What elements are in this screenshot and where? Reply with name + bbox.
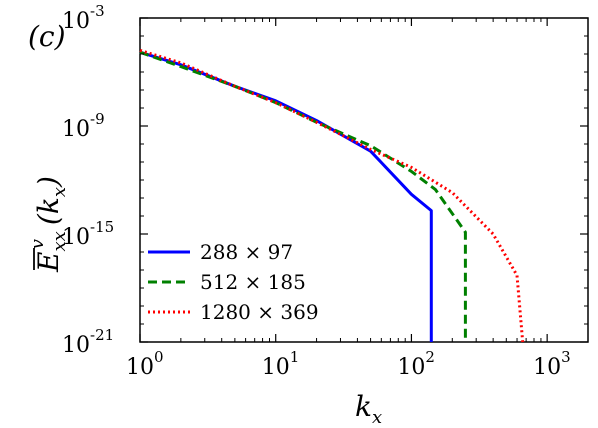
x-tick-label-exp-0: 0 [154,348,164,366]
series-line-2 [139,48,525,343]
y-tick-label-0: 10-21 [62,326,114,358]
series-layer [139,48,525,343]
x-tick-label-base-1: 10 [262,355,290,380]
y-tick-label-base-0: 10 [62,333,90,358]
x-tick-label-base-0: 10 [126,355,154,380]
y-axis-label-arg-sub: x [49,187,70,197]
x-tick-label-base-2: 10 [397,355,425,380]
y-tick-label-exp-2: -9 [90,110,105,128]
series-line-0 [139,50,433,342]
y-axis-label-sub: xx [49,231,70,251]
y-axis-label-base: E [32,252,65,273]
x-tick-label-exp-1: 1 [290,348,300,366]
x-tick-label-exp-3: 3 [561,348,571,366]
y-tick-label-3: 10-3 [62,2,105,34]
y-axis-label: Exxv (kx) [27,176,70,273]
series-line-1 [139,50,467,342]
x-tick-label-0: 100 [126,348,164,380]
y-axis-label-text: Exxv (kx) [27,176,70,273]
y-tick-label-1: 10-15 [62,218,114,250]
x-tick-label-1: 101 [262,348,300,380]
legend-label-1: 512 × 185 [200,270,306,294]
x-tick-label-base-3: 10 [533,355,561,380]
panel-label: (c) [28,20,66,53]
y-tick-label-base-2: 10 [62,117,90,142]
legend: 288 × 97 512 × 185 1280 × 369 [148,240,319,324]
y-tick-label-2: 10-9 [62,110,105,142]
y-tick-label-exp-1: -15 [90,218,114,236]
x-axis-label: kx [355,390,382,428]
y-tick-label-exp-0: -21 [90,326,114,344]
legend-label-2: 1280 × 369 [200,300,319,324]
x-axis-label-sub: x [372,407,382,428]
x-tick-label-2: 102 [397,348,435,380]
x-tick-label-exp-2: 2 [425,348,435,366]
y-axis-label-arg: (k [32,197,65,225]
x-axis-label-base: k [355,390,372,423]
legend-label-0: 288 × 97 [200,240,293,264]
y-axis-label-arg-close: ) [32,176,65,188]
y-tick-label-base-1: 10 [62,225,90,250]
x-tick-label-3: 103 [533,348,571,380]
y-tick-label-base-3: 10 [62,9,90,34]
y-axis-label-sup: v [27,239,48,249]
y-tick-label-exp-3: -3 [90,2,105,20]
